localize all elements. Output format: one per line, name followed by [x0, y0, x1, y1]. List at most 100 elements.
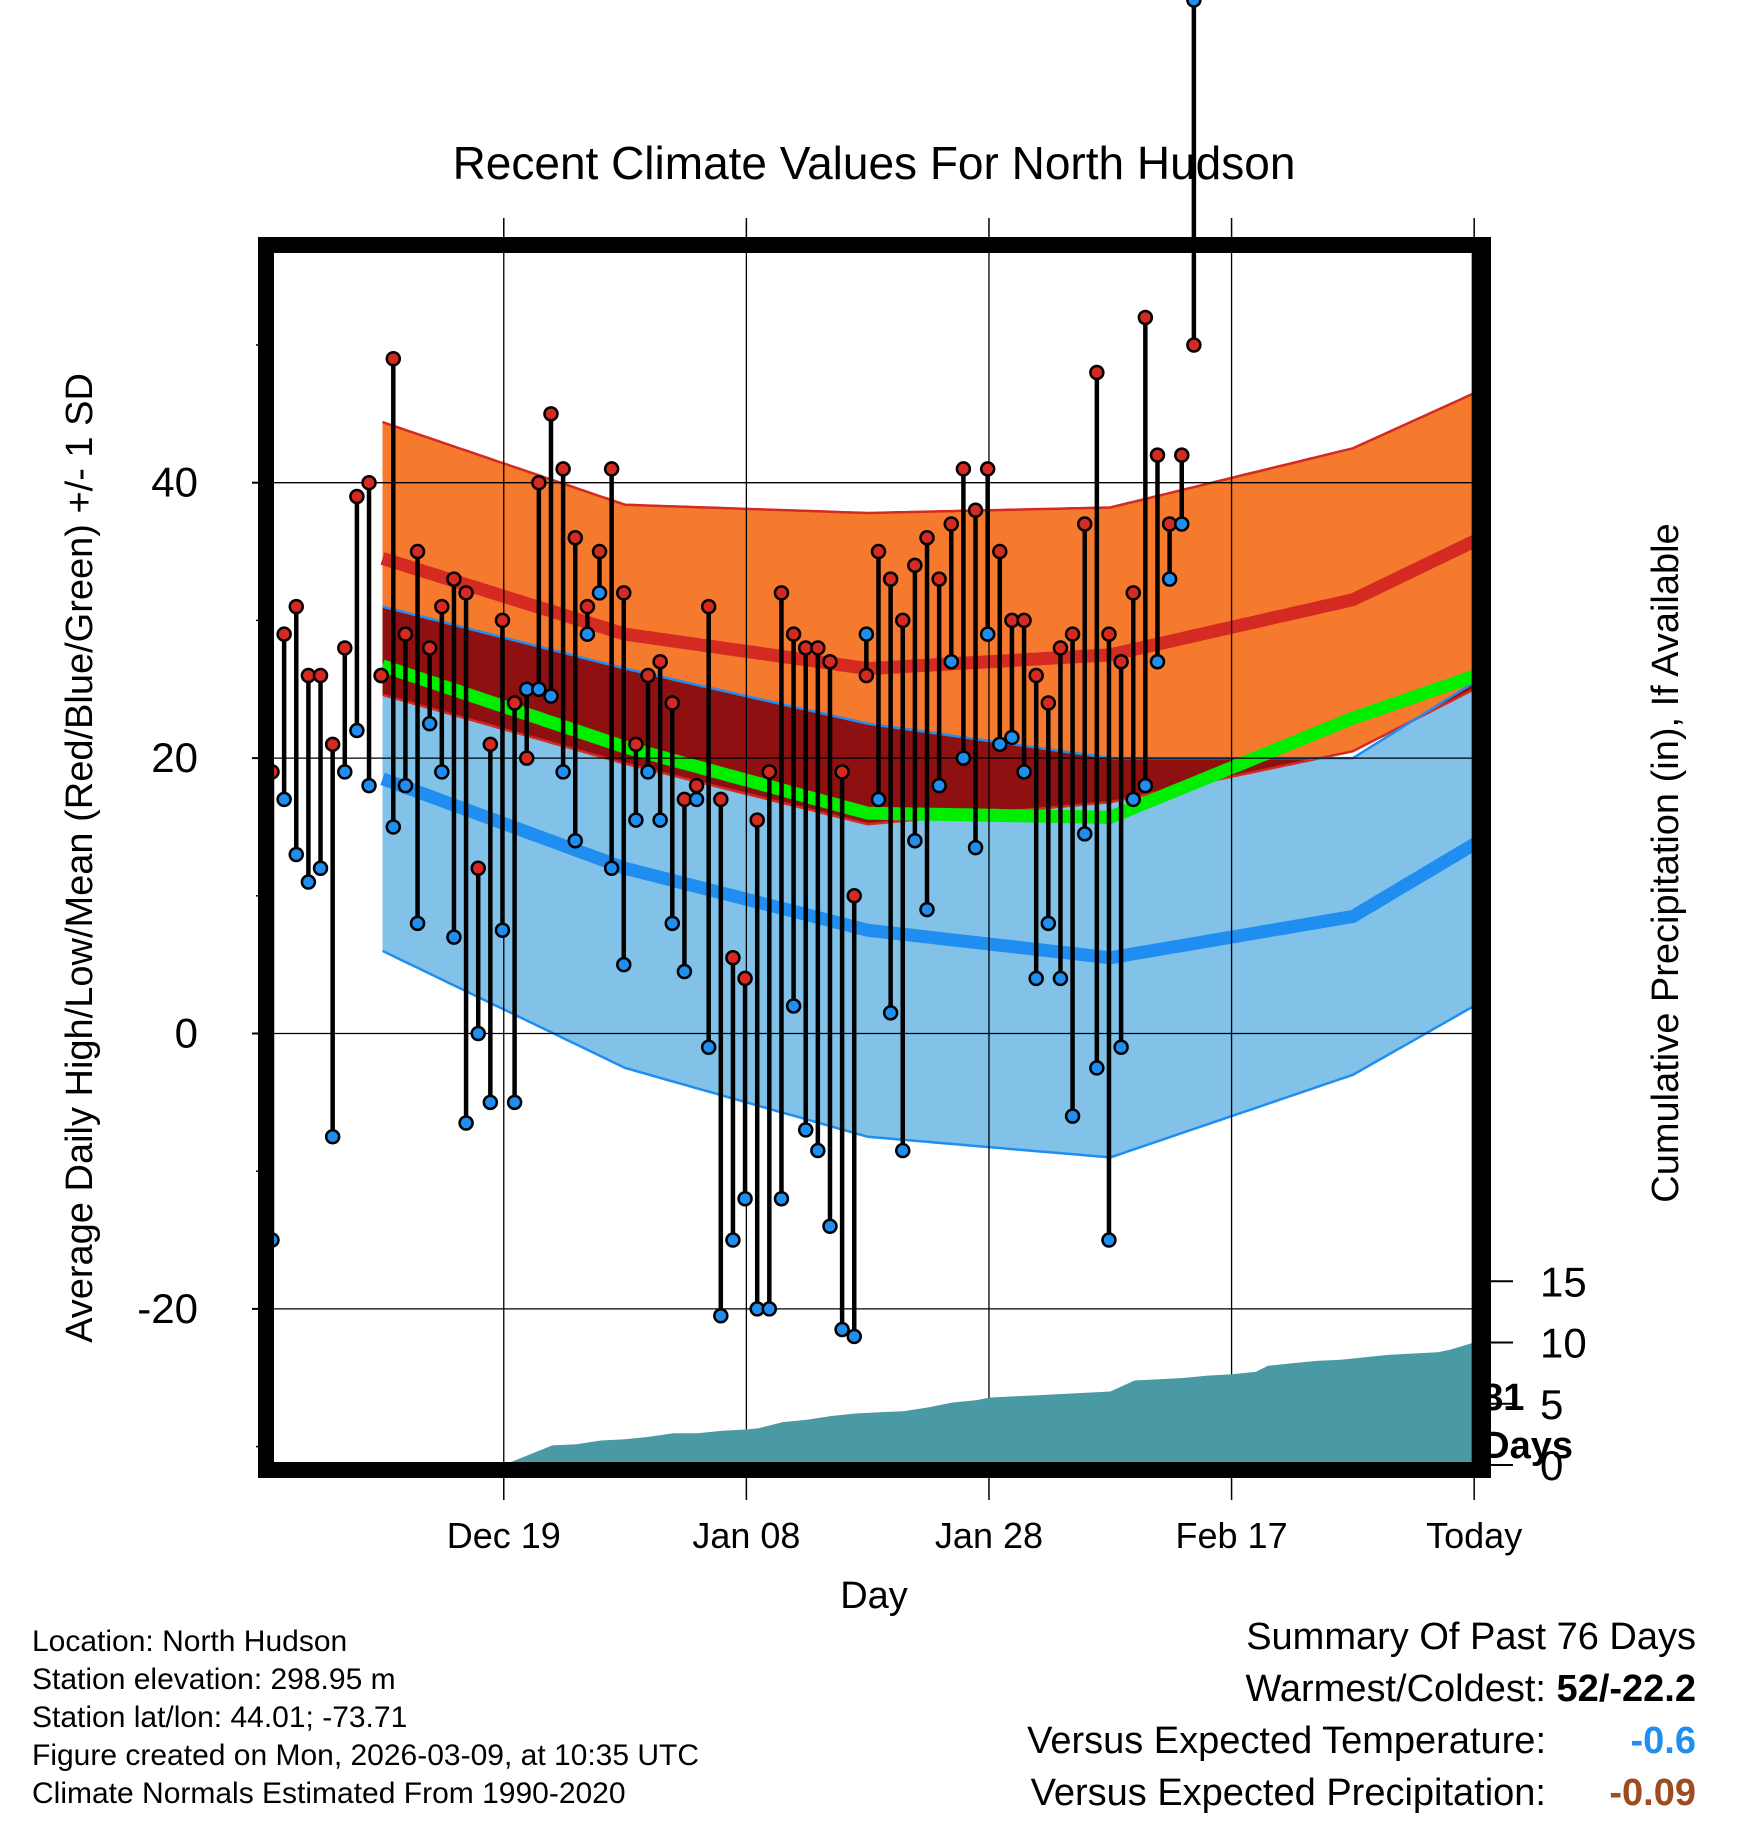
info-latlon: Station lat/lon: 44.01; -73.71 — [32, 1701, 408, 1734]
low-point — [1174, 516, 1190, 532]
high-point — [1064, 626, 1081, 642]
high-point — [628, 736, 644, 753]
high-point — [324, 736, 341, 753]
low-point — [312, 860, 329, 877]
high-point — [1028, 667, 1044, 684]
low-point — [834, 1321, 850, 1338]
plot-border — [258, 237, 1491, 1478]
low-point — [1089, 1060, 1105, 1076]
high-point — [1174, 447, 1190, 463]
precipitation-fill — [382, 1342, 1480, 1465]
low-point — [967, 839, 984, 856]
low-point — [324, 1129, 341, 1145]
high-point — [737, 970, 753, 987]
y2-tick-label: 0 — [1540, 1442, 1563, 1489]
low-point — [628, 812, 644, 828]
y-axis-label: Average Daily High/Low/Mean (Red/Blue/Gr… — [59, 373, 101, 1343]
high-point — [579, 598, 596, 615]
high-point — [1076, 516, 1093, 532]
y-tick-label: 40 — [151, 459, 198, 506]
low-point — [810, 1142, 826, 1159]
high-point — [870, 543, 887, 560]
y2-tick-label: 15 — [1540, 1258, 1587, 1305]
low-point — [640, 764, 656, 780]
high-point — [749, 812, 765, 828]
low-point — [919, 901, 935, 918]
low-point — [579, 626, 596, 642]
chart-title: Recent Climate Values For North Hudson — [452, 137, 1296, 189]
high-point — [373, 667, 389, 684]
high-point — [688, 777, 705, 794]
daily-points — [264, 0, 1202, 1345]
low-point — [1101, 1232, 1117, 1248]
high-point — [810, 640, 826, 656]
low-point — [785, 998, 802, 1014]
high-point — [482, 736, 499, 753]
low-point — [895, 1142, 911, 1159]
low-point — [773, 1190, 790, 1207]
high-point — [531, 474, 547, 491]
low-point — [494, 922, 511, 938]
low-point — [458, 1115, 474, 1131]
high-point — [785, 626, 802, 642]
high-point — [1052, 640, 1069, 656]
info-created: Figure created on Mon, 2026-03-09, at 10… — [32, 1739, 700, 1772]
low-point — [397, 777, 414, 794]
high-point — [992, 543, 1008, 560]
low-point — [713, 1308, 729, 1324]
high-point — [652, 653, 668, 670]
low-point — [603, 860, 620, 877]
high-point — [312, 667, 329, 684]
low-point — [591, 585, 608, 601]
low-point — [409, 915, 426, 932]
low-point — [385, 819, 402, 835]
low-point — [870, 791, 887, 808]
high-point — [1149, 447, 1166, 463]
high-point — [591, 543, 608, 560]
x-tick-label: Feb 17 — [1176, 1515, 1288, 1556]
high-point — [409, 543, 426, 560]
x-tick-label: Today — [1426, 1515, 1522, 1556]
low-point — [882, 1005, 899, 1021]
low-point — [858, 626, 875, 642]
low-point — [482, 1094, 499, 1111]
daily-range-stems — [269, 0, 1197, 1337]
normal-mean-line — [380, 659, 1480, 824]
high-point — [434, 598, 450, 615]
grid-lines — [270, 250, 1480, 1465]
low-point — [543, 688, 559, 704]
high-point — [385, 351, 402, 367]
low-point — [979, 626, 996, 642]
x-tick-label: Jan 08 — [692, 1515, 800, 1556]
low-point — [688, 791, 705, 808]
high-point — [458, 585, 474, 601]
low-point — [506, 1094, 523, 1111]
low-point — [1186, 0, 1202, 8]
high-point — [725, 950, 741, 966]
normal-low-line — [380, 772, 1480, 965]
high-point — [567, 530, 583, 546]
high-point — [931, 571, 947, 587]
low-point — [1016, 764, 1032, 780]
axes: -20 0 20 40 0 5 10 15 Dec 19 Jan 08 Jan 28 Feb 17 To… — [59, 218, 1687, 1617]
high-point — [858, 667, 875, 684]
low-point — [931, 777, 947, 794]
low-point — [1052, 970, 1069, 987]
info-normals: Climate Normals Estimated From 1990-2020 — [32, 1777, 626, 1810]
low-point — [725, 1232, 741, 1248]
high-point — [603, 461, 620, 477]
high-point — [640, 667, 656, 684]
low-point — [1149, 653, 1166, 670]
high-point — [713, 791, 729, 808]
high-point — [616, 585, 632, 601]
low-point — [555, 764, 571, 780]
high-point — [1101, 626, 1117, 642]
low-point — [943, 653, 960, 670]
high-point — [1137, 309, 1154, 326]
today-days-word: Days — [1482, 1425, 1573, 1467]
y-tick-label: 20 — [151, 734, 198, 781]
high-point — [664, 695, 681, 711]
low-point — [567, 832, 583, 849]
high-point — [1040, 695, 1057, 711]
high-point — [955, 461, 972, 477]
